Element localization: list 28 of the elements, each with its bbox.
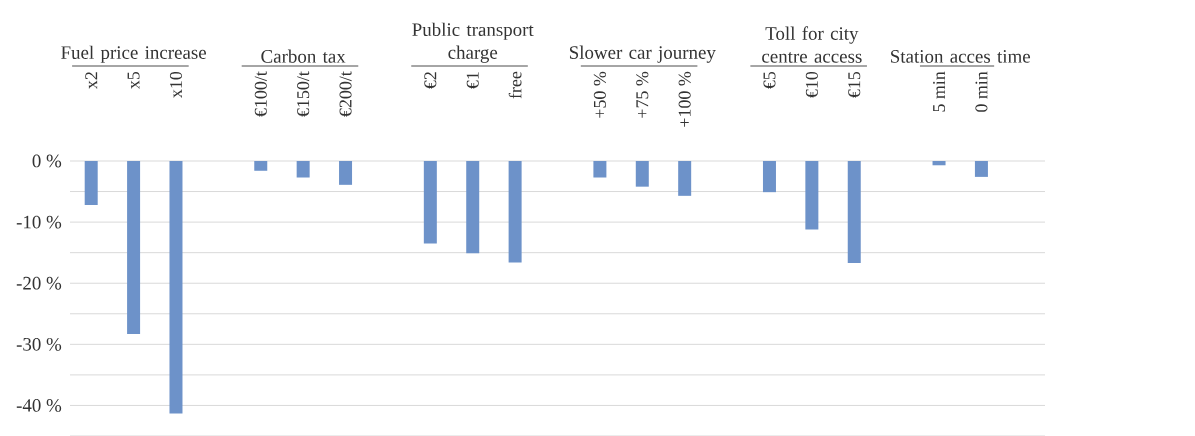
x-tick-label: free xyxy=(508,71,522,99)
x-tick-label: x2 xyxy=(85,72,98,89)
x-tick-label: €5 xyxy=(763,71,776,89)
y-tick-label: 0 % xyxy=(32,154,62,168)
y-tick-label: -30 % xyxy=(16,337,62,351)
x-tick-label: €15 xyxy=(848,71,861,98)
text: Slower car journey xyxy=(569,45,716,63)
text: Fuel price increase xyxy=(61,45,206,63)
text: Public transport charge xyxy=(412,22,534,63)
x-tick-label: €100/t xyxy=(254,71,267,117)
y-tick-label: -40 % xyxy=(16,399,62,412)
text: Carbon tax xyxy=(261,49,346,63)
x-tick-label: €10 xyxy=(805,71,818,98)
y-tick-label: -20 % xyxy=(16,276,62,290)
x-tick-label: +50 % xyxy=(593,71,606,118)
x-tick-label: +75 % xyxy=(636,71,649,118)
x-tick-label: €1 xyxy=(466,72,479,89)
x-tick-label: €150/t xyxy=(297,71,310,117)
text: Station acces time xyxy=(891,50,1031,63)
x-tick-label: +100 % xyxy=(678,71,691,127)
x-tick-label: 0 min xyxy=(975,71,988,112)
text: Toll for city centre access xyxy=(762,26,862,63)
x-tick-label: x10 xyxy=(169,71,183,98)
x-tick-label: €2 xyxy=(424,72,437,89)
x-tick-label: x5 xyxy=(127,71,140,89)
y-tick-label: -10 % xyxy=(16,215,62,229)
x-tick-label: €200/t xyxy=(339,71,352,117)
x-tick-label: 5 min xyxy=(933,71,946,112)
